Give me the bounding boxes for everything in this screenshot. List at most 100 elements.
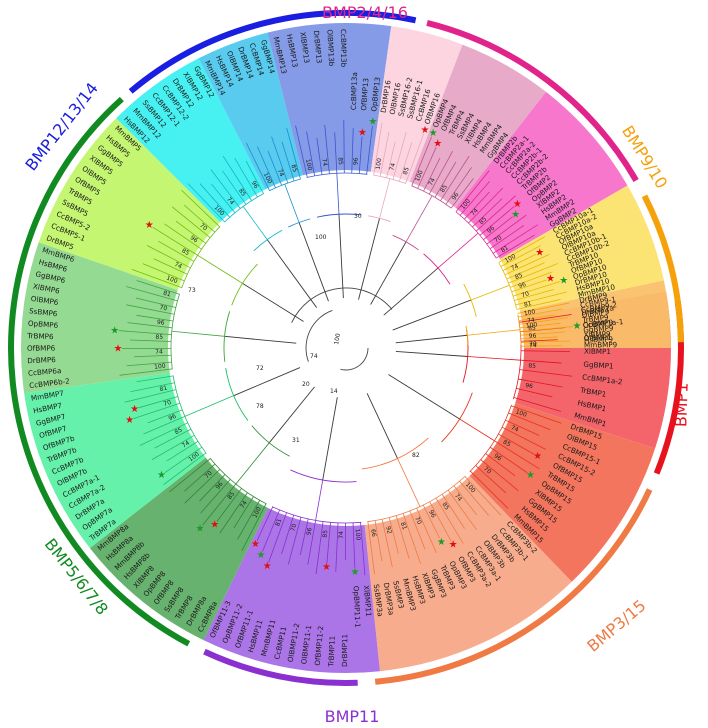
- bootstrap-label: 85: [237, 187, 247, 197]
- leaf-branch: [489, 225, 525, 249]
- leaf-branch: [334, 132, 338, 174]
- leaf-branch: [486, 214, 527, 245]
- bootstrap-label: 96: [493, 452, 503, 462]
- bootstrap-label: 100: [333, 333, 342, 346]
- leaf-branch: [139, 422, 188, 446]
- bootstrap-label: 100: [354, 529, 362, 541]
- bootstrap-label: 81: [523, 300, 532, 309]
- bootstrap-label: 81: [274, 518, 283, 528]
- leaf-branch: [154, 428, 192, 449]
- leaf-branch: [281, 514, 295, 555]
- clade-sector-bmp5: [38, 118, 221, 291]
- leaf-branch: [514, 288, 554, 301]
- leaf-branch: [166, 440, 199, 462]
- star-marker: ★: [429, 128, 438, 139]
- leaf-branch: [506, 262, 545, 280]
- leaf-label: XlBMP11: [362, 585, 374, 617]
- bootstrap-label: 74: [338, 531, 345, 539]
- bootstrap-label: 85: [478, 216, 488, 226]
- branch-stem: [322, 397, 338, 481]
- bootstrap-label: 14: [330, 388, 338, 395]
- backbone-arc: [305, 309, 333, 362]
- bootstrap-label: 100: [262, 172, 273, 186]
- star-marker: ★: [263, 561, 272, 572]
- leaf-branch: [494, 440, 540, 470]
- leaf-branch: [256, 506, 274, 541]
- bootstrap-label: 72: [256, 365, 264, 372]
- bootstrap-label: 96: [189, 234, 199, 244]
- star-marker: ★: [351, 567, 360, 578]
- leaf-branch: [423, 157, 441, 192]
- arc-bmp9-10: [641, 194, 684, 343]
- branch-arc: [223, 311, 231, 362]
- clade-sector-bmp10: [500, 185, 664, 311]
- branch-arc: [423, 253, 451, 285]
- leaf-branch: [441, 494, 465, 529]
- leaf-branch: [142, 263, 185, 282]
- leaf-branch: [455, 170, 490, 213]
- leaf-branch: [143, 416, 186, 435]
- leaf-branch: [409, 510, 426, 550]
- branch-arc: [251, 425, 290, 457]
- bootstrap-label: 81: [162, 290, 171, 299]
- leaf-branch: [520, 340, 570, 343]
- leaf-branch: [435, 497, 464, 544]
- leaf-branch: [335, 522, 339, 572]
- leaf-branch: [219, 492, 248, 534]
- leaf-branch: [124, 389, 177, 403]
- leaf-branch: [513, 281, 561, 297]
- branch-stem: [184, 395, 234, 417]
- branch-stem: [298, 222, 329, 302]
- leaf-branch: [447, 489, 477, 531]
- leaf-branch: [183, 204, 216, 233]
- leaf-branch: [126, 286, 178, 302]
- clade-sector-bmp11: [203, 507, 380, 673]
- leaf-label: OfBMP11-2: [313, 625, 326, 666]
- branch-stem: [338, 214, 344, 299]
- branch-stem: [242, 206, 268, 240]
- bootstrap-label: 70: [521, 290, 531, 299]
- leaf-branch: [126, 304, 175, 315]
- group-label-bmp1: BMP1: [671, 382, 692, 427]
- leaf-branch: [281, 141, 295, 181]
- leaf-branch: [164, 223, 202, 250]
- branch-arc: [253, 229, 283, 252]
- leaf-branch: [475, 465, 507, 494]
- branch-stem: [437, 232, 479, 269]
- leaf-branch: [200, 479, 231, 514]
- tree-branches: [118, 120, 574, 576]
- leaf-branch: [513, 397, 561, 412]
- leaf-branch: [146, 245, 191, 269]
- leaf-branch: [519, 369, 573, 377]
- leaf-label: TrBMP11: [326, 636, 336, 668]
- leaf-branch: [515, 291, 568, 306]
- leaf-branch: [388, 517, 399, 554]
- leaf-branch: [257, 146, 276, 188]
- bootstrap-label: 85: [226, 490, 236, 500]
- leaf-branch: [126, 361, 172, 367]
- branch-stem: [358, 218, 380, 300]
- leaf-branch: [411, 136, 433, 186]
- leaf-branch: [163, 452, 207, 486]
- branch-arc: [288, 218, 311, 228]
- leaf-branch: [286, 127, 301, 180]
- leaf-label: XlBMP9: [583, 329, 611, 339]
- leaf-branch: [468, 187, 504, 224]
- leaf-branch: [508, 412, 551, 431]
- leaf-branch: [504, 253, 550, 276]
- star-marker: ★: [546, 274, 555, 285]
- branch-stem: [242, 282, 304, 322]
- bootstrap-label: 85: [155, 334, 163, 341]
- leaf-branch: [489, 446, 528, 474]
- bootstrap-label: 74: [181, 439, 191, 449]
- branch-arc: [231, 263, 258, 306]
- bootstrap-label: 85: [440, 501, 450, 511]
- arc-bmp2-4-16: [426, 20, 639, 183]
- leaf-branch: [450, 178, 474, 209]
- branch-arc: [441, 392, 473, 443]
- leaf-branch: [119, 368, 173, 376]
- backbone-arc: [340, 347, 369, 371]
- group-label-bmp2-4-16: BMP2/4/16: [322, 3, 408, 22]
- leaf-branch: [472, 198, 503, 228]
- leaf-branch: [134, 354, 172, 358]
